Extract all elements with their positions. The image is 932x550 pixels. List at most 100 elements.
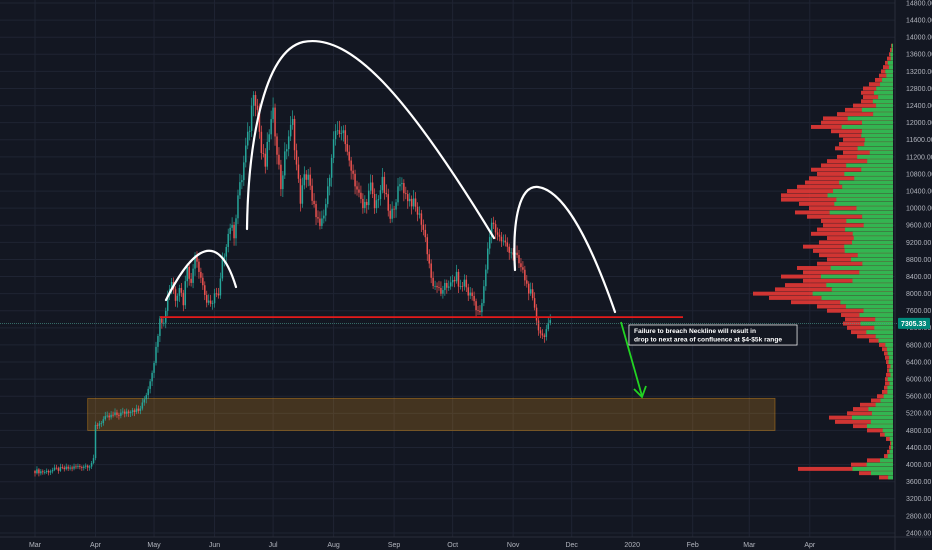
volume-bar-red [885, 381, 893, 386]
candle-body [311, 185, 313, 201]
price-tick-label: 5200.00 [906, 411, 931, 418]
candle-body [248, 130, 251, 132]
time-tick-label: Apr [90, 542, 102, 549]
time-axis[interactable]: Mar Apr May Jun Jul Aug Sep Oct Nov Dec 2020 Feb Mar… [0, 536, 932, 549]
volume-bar-green [887, 60, 893, 65]
volume-bar-green [866, 462, 893, 467]
volume-bar-green [887, 389, 893, 394]
volume-bar-green [859, 313, 893, 317]
candle-body [102, 419, 105, 424]
volume-bar-green [856, 206, 893, 211]
candle-body [45, 470, 48, 473]
candle-body [286, 149, 288, 152]
volume-bar-green [882, 428, 893, 433]
volume-bar-red [887, 56, 893, 61]
time-tick-label: Apr [804, 542, 816, 549]
volume-bar-green [891, 43, 893, 48]
candle-body [186, 266, 188, 282]
candle-body [492, 222, 495, 225]
candle-body [307, 174, 309, 180]
volume-bar-green [866, 330, 893, 335]
candle-body [321, 218, 323, 226]
volume-bar-green [857, 146, 893, 151]
candle-body [243, 162, 245, 181]
candle-body [61, 467, 64, 468]
candle-body [543, 335, 546, 337]
price-tick-label: 8400.00 [906, 274, 931, 281]
volume-bar-green [833, 189, 893, 194]
candle-body [344, 130, 347, 145]
candle-body [500, 236, 503, 242]
candle-body [272, 107, 274, 120]
candle-body [313, 200, 315, 205]
candle-body [485, 269, 487, 287]
candle-body [469, 292, 471, 296]
candle-body [221, 259, 224, 279]
last-price-tag: 7305.33 [898, 317, 930, 329]
candle-body [399, 184, 401, 187]
candle-body [108, 415, 110, 418]
annotation-box[interactable]: Failure to breach Neckline will result i… [628, 324, 798, 346]
price-tick-label: 12800.00 [906, 86, 932, 93]
candle-body [88, 466, 91, 468]
candle-body [477, 310, 479, 311]
candle-body [371, 182, 374, 195]
volume-bar-green [890, 364, 893, 369]
candle-body [163, 322, 165, 324]
time-tick-label: Jun [209, 542, 220, 549]
candle-body [336, 130, 339, 132]
candle-body [529, 289, 532, 294]
volume-bar-green [880, 398, 893, 403]
volume-bar-red [819, 253, 893, 258]
volume-bar-green [846, 219, 893, 223]
candle-body [334, 130, 337, 140]
volume-bar-green [864, 137, 893, 142]
volume-bar-red [827, 308, 893, 313]
candle-body [405, 193, 407, 195]
candle-body [252, 95, 255, 106]
price-tick-label: 3200.00 [906, 496, 931, 503]
volume-bar-green [890, 56, 893, 61]
candle-body [297, 164, 300, 179]
volume-bar-green [883, 394, 893, 399]
price-tick-label: 7600.00 [906, 308, 931, 315]
candle-body [434, 285, 436, 287]
volume-bar-green [861, 167, 893, 172]
candle-body [192, 268, 194, 283]
candle-body [196, 255, 198, 262]
volume-bar-green [864, 142, 893, 147]
candle-body [77, 466, 79, 468]
price-tick-label: 11200.00 [906, 154, 932, 161]
candle-body [446, 282, 448, 288]
candle-body [393, 208, 395, 210]
candle-body [442, 290, 444, 294]
volume-bar-red [823, 223, 893, 228]
candle-body [407, 194, 409, 202]
candle-body [254, 95, 257, 106]
candle-body [280, 164, 282, 190]
candle-body [475, 301, 477, 311]
candle-body [184, 281, 187, 306]
candle-body [545, 329, 548, 337]
candle-body [83, 466, 85, 468]
volume-bar-green [827, 193, 893, 198]
candle-body [426, 237, 429, 255]
volume-bar-green [878, 95, 893, 99]
candle-body [375, 200, 378, 209]
candle-body [239, 182, 241, 196]
candle-body [198, 261, 200, 272]
volume-bar-green [874, 90, 893, 95]
price-tick-label: 14400.00 [906, 17, 932, 24]
candle-body [391, 208, 393, 219]
price-tick-label: 3600.00 [906, 479, 931, 486]
candle-body [537, 320, 540, 331]
volume-bar-red [867, 458, 893, 463]
annotation-line-2: drop to next area of confluence at $4-$5… [634, 337, 782, 344]
volume-bar-green [885, 69, 893, 74]
candle-body [223, 256, 226, 260]
volume-bar-red [883, 65, 893, 70]
candle-body [147, 388, 149, 396]
candle-body [127, 411, 130, 413]
